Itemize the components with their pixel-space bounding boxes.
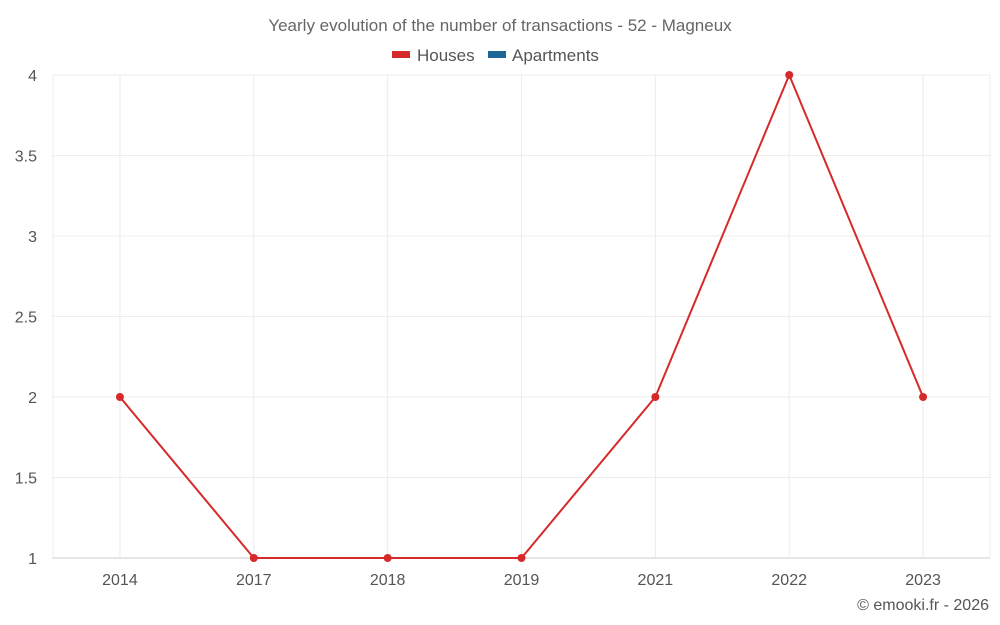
y-tick-label: 2.5 <box>15 310 37 327</box>
y-tick-label: 1 <box>28 551 37 568</box>
data-point-houses-2023[interactable] <box>919 393 928 401</box>
data-point-houses-2018[interactable] <box>383 554 392 562</box>
legend-item-houses[interactable]: Houses <box>392 46 475 65</box>
y-tick-label: 3.5 <box>15 149 37 166</box>
x-axis: 2014 2017 2018 2019 2021 2022 2023 <box>53 557 990 589</box>
credit-text: © emooki.fr - 2026 <box>857 597 989 614</box>
y-axis: 1 1.5 2 2.5 3 3.5 4 <box>15 68 37 568</box>
y-tick-label: 2 <box>28 390 37 407</box>
chart-title: Yearly evolution of the number of transa… <box>268 16 732 35</box>
data-point-houses-2017[interactable] <box>249 554 258 562</box>
y-tick-label: 4 <box>28 68 37 85</box>
legend-label-houses: Houses <box>417 46 475 65</box>
x-tick-label: 2023 <box>905 572 941 589</box>
legend-item-apartments[interactable]: Apartments <box>488 46 599 65</box>
series-houses <box>115 71 928 562</box>
x-tick-label: 2014 <box>102 572 138 589</box>
x-tick-label: 2017 <box>236 572 272 589</box>
x-tick-label: 2021 <box>638 572 674 589</box>
data-point-houses-2022[interactable] <box>785 71 794 79</box>
data-point-houses-2019[interactable] <box>517 554 526 562</box>
x-tick-label: 2019 <box>504 572 540 589</box>
legend-swatch-houses <box>392 51 410 58</box>
data-point-houses-2021[interactable] <box>651 393 660 401</box>
legend: Houses Apartments <box>392 46 599 65</box>
grid <box>52 74 991 559</box>
x-tick-label: 2022 <box>771 572 807 589</box>
legend-swatch-apartments <box>488 51 506 58</box>
y-tick-label: 3 <box>28 229 37 246</box>
data-point-houses-2014[interactable] <box>115 393 124 401</box>
legend-label-apartments: Apartments <box>512 46 599 65</box>
y-tick-label: 1.5 <box>15 471 37 488</box>
x-tick-label: 2018 <box>370 572 406 589</box>
